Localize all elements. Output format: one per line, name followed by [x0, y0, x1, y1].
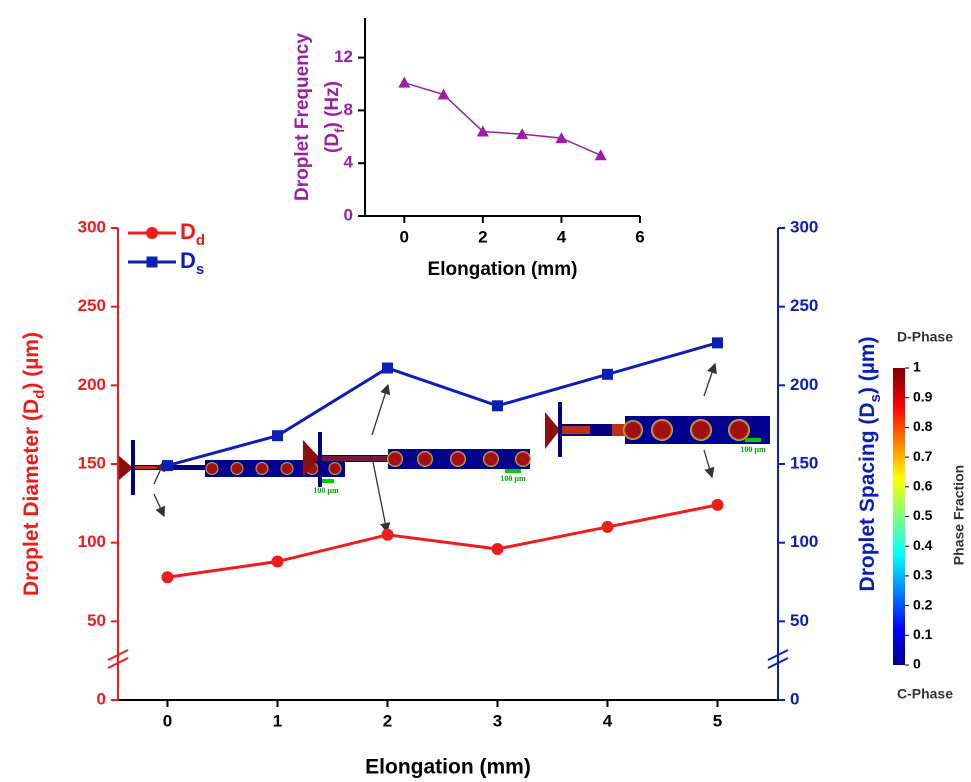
- series-line: [167, 341, 718, 468]
- x-tick-label: 3: [493, 711, 502, 730]
- y-tick-label: 12: [334, 47, 353, 66]
- marker: [162, 460, 173, 472]
- scale-label: 100 µm: [313, 486, 339, 495]
- colorbar: [893, 368, 905, 665]
- colorbar-tick-label: 0.8: [913, 418, 933, 434]
- legend-label-part: d: [196, 232, 205, 249]
- colorbar-title: Phase Fraction: [951, 465, 967, 565]
- y-axis-title-part: d: [31, 390, 48, 399]
- y-tick-label: 4: [344, 153, 354, 172]
- x-axis-title: Elongation (mm): [365, 756, 531, 779]
- y-tick-label: 100: [78, 532, 106, 551]
- y2-axis-title-part: Droplet Spacing (D: [856, 402, 879, 591]
- y-axis-title: (Df) (Hz): [322, 81, 347, 153]
- colorbar-tick-label: 0.5: [913, 507, 933, 523]
- colorbar-tick-label: 1: [913, 359, 921, 375]
- y2-tick-label: 0: [790, 689, 799, 708]
- y2-tick-label: 50: [790, 611, 809, 630]
- droplet-image: [303, 432, 531, 487]
- series-line: [404, 81, 602, 156]
- x-axis-title: Elongation (mm): [428, 259, 578, 280]
- colorbar-tick-label: 0.2: [913, 596, 933, 612]
- marker: [271, 555, 284, 568]
- x-tick-label: 2: [478, 227, 487, 246]
- x-tick-label: 0: [400, 227, 409, 246]
- y2-tick-label: 150: [790, 453, 818, 472]
- legend-label-part: D: [180, 248, 196, 273]
- colorbar-bottom-label: C-Phase: [897, 686, 953, 702]
- y-tick-label: 0: [97, 689, 106, 708]
- y-tick-label: 0: [344, 205, 353, 224]
- colorbar-tick-label: 0.6: [913, 478, 933, 494]
- y-tick-label: 250: [78, 296, 106, 315]
- scale-label: 100 µm: [500, 474, 526, 483]
- x-tick-label: 4: [557, 227, 567, 246]
- y-axis-title-part: f: [332, 128, 347, 133]
- marker: [602, 368, 613, 380]
- y2-tick-label: 250: [790, 296, 818, 315]
- marker: [381, 528, 394, 541]
- marker: [711, 498, 724, 511]
- legend-label-part: s: [196, 261, 204, 278]
- marker: [437, 88, 450, 100]
- y2-axis-title-part: s: [867, 394, 884, 402]
- marker: [398, 76, 411, 88]
- y-tick-label: 200: [78, 375, 106, 394]
- marker: [491, 542, 504, 555]
- y2-tick-label: 100: [790, 532, 818, 551]
- y-axis-title-part: (D: [322, 133, 343, 153]
- marker: [476, 125, 489, 137]
- legend-label: Dd: [180, 219, 205, 250]
- colorbar-tick-label: 0.9: [913, 388, 933, 404]
- y-tick-label: 8: [344, 100, 353, 119]
- marker: [146, 227, 158, 239]
- marker: [492, 400, 503, 412]
- scale-bar-labels: 100 µm 100 µm 100 µm: [313, 445, 766, 495]
- colorbar-tick-label: 0.1: [913, 626, 933, 642]
- y-axis-title-part: Droplet Frequency: [292, 33, 313, 201]
- scale-label: 100 µm: [740, 445, 766, 454]
- y-axis-title: Droplet Diameter (Dd) (µm): [20, 332, 49, 596]
- legend-label: Ds: [180, 248, 204, 279]
- marker: [272, 430, 283, 442]
- y-tick-label: 50: [87, 611, 106, 630]
- y-axis-title-part: ) (Hz): [322, 81, 343, 128]
- y-axis-title-part: Droplet Diameter (D: [20, 399, 43, 596]
- colorbar-tick-label: 0.4: [913, 537, 933, 553]
- y-axis-title: Droplet Frequency: [292, 33, 313, 201]
- y2-axis-title: Droplet Spacing (Ds) (µm): [856, 337, 885, 592]
- marker: [516, 128, 529, 140]
- colorbar-tick-label: 0: [913, 656, 921, 672]
- marker: [382, 362, 393, 374]
- colorbar-tick-label: 0.3: [913, 567, 933, 583]
- marker: [601, 520, 614, 533]
- legend-label-part: D: [180, 219, 196, 244]
- colorbar-top-label: D-Phase: [897, 329, 953, 345]
- x-tick-label: 5: [713, 711, 722, 730]
- y-tick-label: 300: [78, 217, 106, 236]
- marker: [712, 337, 723, 349]
- y-axis-title-part: ) (µm): [20, 332, 43, 390]
- marker: [146, 256, 158, 268]
- x-tick-label: 1: [273, 711, 282, 730]
- y-tick-label: 150: [78, 453, 106, 472]
- marker: [594, 149, 607, 161]
- y2-tick-label: 300: [790, 217, 818, 236]
- x-tick-label: 0: [163, 711, 172, 730]
- marker: [555, 132, 568, 144]
- x-tick-label: 2: [383, 711, 392, 730]
- colorbar-tick-label: 0.7: [913, 448, 933, 464]
- marker: [161, 571, 174, 584]
- x-tick-label: 6: [635, 227, 644, 246]
- series-line: [167, 503, 718, 579]
- y2-axis-title-part: ) (µm): [856, 337, 879, 395]
- droplet-image: [545, 402, 770, 457]
- y2-tick-label: 200: [790, 375, 818, 394]
- x-tick-label: 4: [603, 711, 613, 730]
- arrow: [153, 362, 717, 534]
